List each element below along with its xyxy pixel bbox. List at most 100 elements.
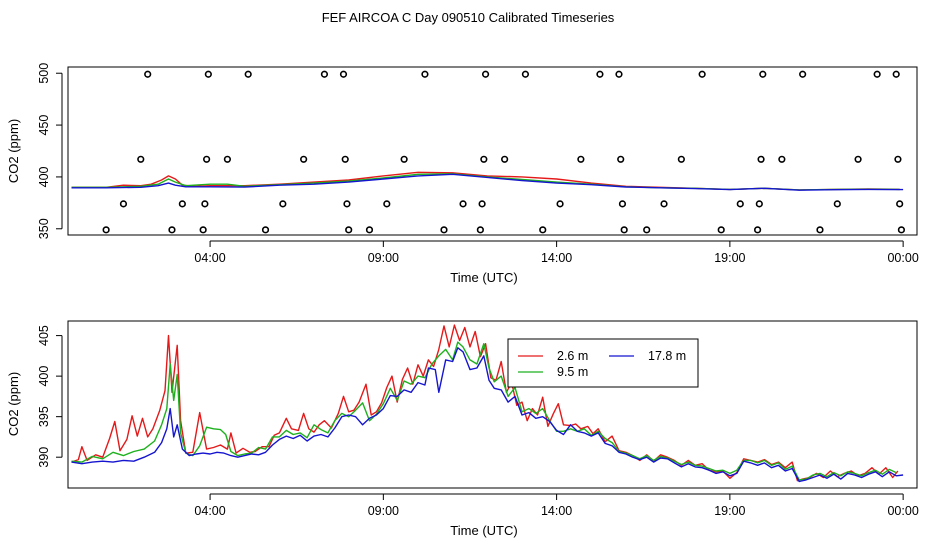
circle-marker [717,226,725,234]
top-x-tick-label: 14:00 [541,251,572,265]
circle-marker [400,155,408,163]
bottom-y-axis: 390 395 400 405 [37,325,63,468]
top-y-tick-label: 350 [37,218,51,239]
circle-marker [757,155,765,163]
circle-marker [759,70,767,78]
circle-marker [755,200,763,208]
circle-marker [102,226,110,234]
circle-marker [854,155,862,163]
bottom-x-tick-label: 09:00 [368,504,399,518]
bottom-x-tick-label: 04:00 [194,504,225,518]
legend-label-2-6m: 2.6 m [557,349,588,363]
circle-marker [343,200,351,208]
top-x-tick-label: 04:00 [194,251,225,265]
top-y-tick-label: 450 [37,115,51,136]
circle-marker [778,155,786,163]
circle-marker [365,226,374,234]
bottom-series-line-9-5-m [71,341,897,481]
circle-marker [383,200,391,208]
top-x-tick-label: 19:00 [714,251,745,265]
circle-marker [618,200,627,208]
circle-marker [620,226,628,234]
circle-marker [736,200,744,208]
circle-marker [539,226,547,234]
bottom-series-lines [71,324,904,483]
legend-label-17-8m: 17.8 m [648,349,686,363]
top-plot-frame [67,66,918,236]
circle-marker [178,200,186,208]
circle-marker [799,70,807,78]
circle-marker [753,226,762,234]
circle-marker [119,200,128,208]
circle-marker [833,200,841,208]
top-series-line-17-8-m [71,173,904,191]
circle-marker [204,70,212,78]
circle-marker [896,200,904,208]
top-x-label: Time (UTC) [450,270,517,285]
bottom-panel: 04:00 09:00 14:00 19:00 00:00 390 395 400 405 T… [6,320,919,538]
bottom-plot-frame [67,320,918,489]
circle-marker [478,200,486,208]
circle-marker [480,155,488,163]
circle-marker [244,70,252,78]
circle-marker [501,155,509,163]
circle-marker [341,155,349,163]
circle-marker [698,70,706,78]
bottom-x-tick-label: 00:00 [887,504,918,518]
top-x-tick-label: 00:00 [887,251,918,265]
circle-marker [643,226,651,234]
top-panel: 04:00 09:00 14:00 19:00 00:00 350 400 450 500 T… [6,63,919,285]
circle-marker [223,155,232,163]
top-x-tick-label: 09:00 [368,251,399,265]
legend-label-9-5m: 9.5 m [557,365,588,379]
circle-marker [596,70,604,78]
circle-marker [894,155,902,163]
legend-box [507,338,699,388]
top-x-axis: 04:00 09:00 14:00 19:00 00:00 [194,240,919,265]
circle-marker [421,70,429,78]
top-series-lines [71,171,904,191]
circle-marker [201,200,209,208]
circle-marker [203,155,211,163]
top-y-tick-label: 500 [37,63,51,84]
bottom-x-axis: 04:00 09:00 14:00 19:00 00:00 [194,493,919,518]
circle-marker [345,226,353,234]
bottom-x-tick-label: 19:00 [714,504,745,518]
circle-marker [199,226,207,234]
bottom-series-line-17-8-m [71,347,904,483]
top-y-label: CO2 (ppm) [6,119,21,183]
circle-marker [168,226,176,234]
circle-marker [897,226,906,234]
bottom-y-label: CO2 (ppm) [6,372,21,436]
circle-marker [279,200,287,208]
circle-marker [137,155,145,163]
bottom-x-tick-label: 14:00 [541,504,572,518]
circle-marker [440,226,448,234]
bottom-y-tick-label: 390 [37,447,51,468]
circle-marker [261,226,270,234]
bottom-y-tick-label: 395 [37,406,51,427]
circle-marker [577,155,585,163]
circle-marker [677,155,685,163]
bottom-y-tick-label: 405 [37,325,51,346]
circle-marker [300,155,308,163]
top-y-axis: 350 400 450 500 [37,63,63,239]
circle-marker [521,70,530,78]
top-circle-markers [102,70,906,234]
circle-marker [556,200,564,208]
circle-marker [617,155,625,163]
circle-marker [615,70,623,78]
circle-marker [320,70,329,78]
circle-marker [459,200,467,208]
circle-marker [481,70,490,78]
circle-marker [144,70,152,78]
circle-marker [339,70,348,78]
circle-marker [892,70,900,78]
legend: 2.6 m 9.5 m 17.8 m [507,338,699,388]
circle-marker [816,226,824,234]
circle-marker [873,70,881,78]
bottom-y-tick-label: 400 [37,366,51,387]
circle-marker [476,226,484,234]
bottom-x-label: Time (UTC) [450,523,517,538]
